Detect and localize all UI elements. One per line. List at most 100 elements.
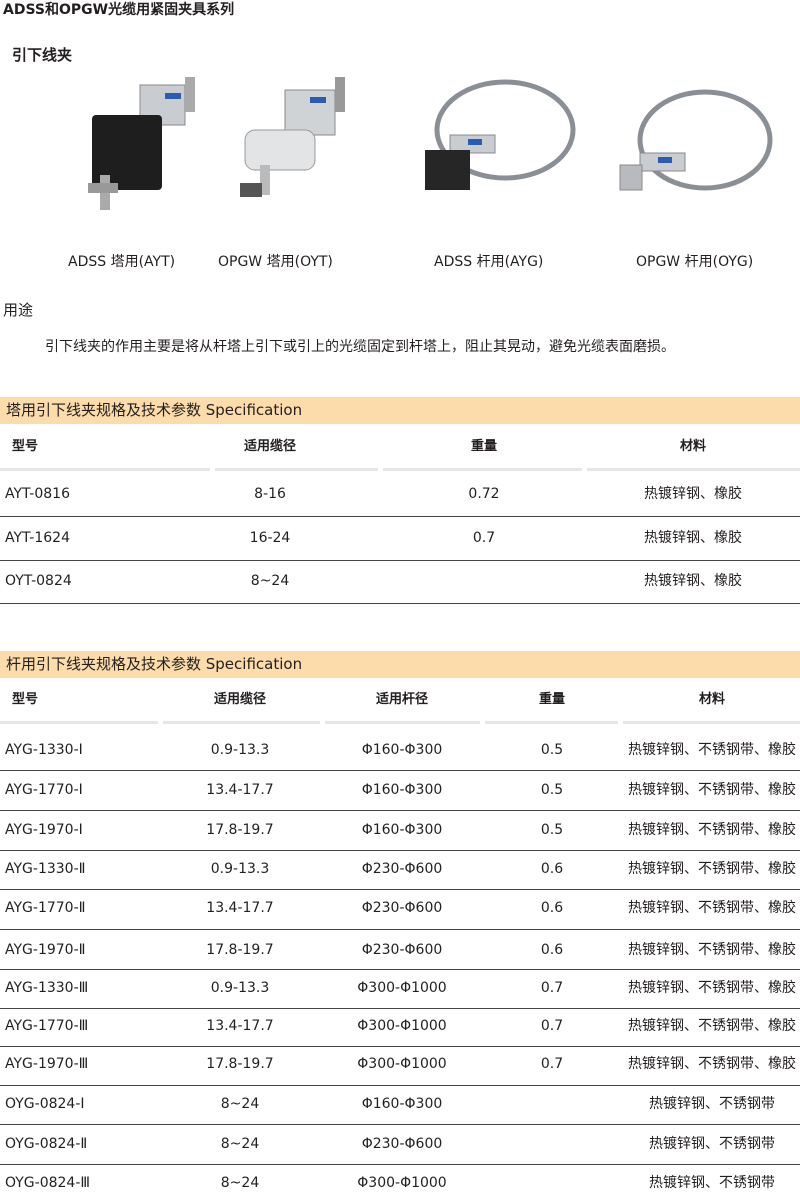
table-cell: AYG-1970-Ⅱ [5, 942, 86, 958]
table-cell: Φ160-Φ300 [361, 782, 443, 798]
table-cell: OYG-0824-Ⅱ [5, 1136, 88, 1152]
table-cell: 0.6 [540, 942, 564, 958]
table-cell: 热镀锌钢、不锈钢带、橡胶 [628, 782, 796, 798]
table-cell: 8-16 [254, 486, 286, 502]
table-cell: 热镀锌钢、不锈钢带、橡胶 [628, 742, 796, 758]
product-image [425, 79, 576, 190]
column-header: 型号 [12, 439, 39, 454]
table-cell: 热镀锌钢、不锈钢带 [649, 1096, 775, 1112]
product-label: ADSS 杆用(AYG) [434, 254, 544, 270]
table-cell: 热镀锌钢、不锈钢带、橡胶 [628, 861, 796, 877]
table-cell: Φ160-Φ300 [361, 1096, 443, 1112]
table-cell: 8~24 [220, 1175, 260, 1191]
table-cell: 13.4-17.7 [206, 1018, 274, 1034]
product-image [619, 89, 773, 191]
row-rule [0, 560, 800, 561]
table-cell: 0.7 [540, 980, 564, 996]
column-header: 适用缆径 [213, 692, 267, 707]
table-cell: 0.9-13.3 [210, 742, 270, 758]
table-cell: 8~24 [220, 1096, 260, 1112]
usage-text: 引下线夹的作用主要是将从杆塔上引下或引上的光缆固定到杆塔上，阻止其晃动，避免光缆… [45, 339, 675, 355]
header-rule [0, 721, 158, 724]
table-band [0, 397, 800, 424]
table-cell: Φ230-Φ600 [361, 942, 443, 958]
row-rule [0, 850, 800, 851]
header-rule [0, 468, 210, 471]
table-cell: 0.7 [540, 1056, 564, 1072]
header-rule [623, 721, 800, 724]
column-header: 适用缆径 [243, 439, 297, 454]
table-cell: 17.8-19.7 [206, 1056, 274, 1072]
row-rule [0, 603, 800, 604]
table-cell: Φ230-Φ600 [361, 861, 443, 877]
table-cell: Φ300-Φ1000 [357, 1056, 447, 1072]
column-header: 型号 [12, 692, 39, 707]
table-title: 杆用引下线夹规格及技术参数 Specification [6, 655, 303, 673]
table-cell: OYG-0824-Ⅰ [5, 1096, 85, 1112]
table-cell: 0.6 [540, 861, 564, 877]
row-rule [0, 969, 800, 970]
row-rule [0, 770, 800, 771]
page-title: ADSS和OPGW光缆用紧固夹具系列 [3, 2, 235, 18]
table-cell: 热镀锌钢、不锈钢带、橡胶 [628, 822, 796, 838]
table-cell: 0.5 [540, 782, 564, 798]
table-cell: 0.9-13.3 [210, 980, 270, 996]
table-cell: AYG-1330-Ⅲ [5, 980, 89, 996]
table-cell: AYG-1770-Ⅱ [5, 900, 86, 916]
table-cell: 热镀锌钢、不锈钢带、橡胶 [628, 980, 796, 996]
table-cell: AYG-1970-Ⅲ [5, 1056, 89, 1072]
table-cell: 13.4-17.7 [206, 782, 274, 798]
table-cell: 0.6 [540, 900, 564, 916]
table-cell: Φ300-Φ1000 [357, 1175, 447, 1191]
table-cell: AYG-1330-Ⅰ [5, 742, 83, 758]
table-cell: 17.8-19.7 [206, 942, 274, 958]
table-cell: 热镀锌钢、不锈钢带 [649, 1136, 775, 1152]
table-cell: 热镀锌钢、不锈钢带、橡胶 [628, 942, 796, 958]
table-cell: AYT-1624 [5, 530, 70, 546]
table-cell: OYT-0824 [5, 573, 72, 589]
table-cell: Φ300-Φ1000 [357, 980, 447, 996]
product-label: OPGW 杆用(OYG) [636, 254, 754, 270]
header-rule [163, 721, 320, 724]
column-header: 材料 [679, 439, 707, 454]
product-label: OPGW 塔用(OYT) [218, 254, 333, 270]
row-rule [0, 929, 800, 930]
table-cell: 热镀锌钢、不锈钢带 [649, 1175, 775, 1191]
usage-heading: 用途 [3, 301, 34, 319]
table-cell: 热镀锌钢、不锈钢带、橡胶 [628, 900, 796, 916]
table-cell: Φ230-Φ600 [361, 900, 443, 916]
table-cell: OYG-0824-Ⅲ [5, 1175, 91, 1191]
row-rule [0, 1008, 800, 1009]
table-cell: AYG-1330-Ⅱ [5, 861, 86, 877]
column-header: 重量 [470, 439, 498, 454]
row-rule [0, 1124, 800, 1125]
table-cell: 8~24 [220, 1136, 260, 1152]
column-header: 重量 [538, 692, 566, 707]
table-cell: Φ300-Φ1000 [357, 1018, 447, 1034]
header-rule [587, 468, 800, 471]
table-cell: 8~24 [250, 573, 290, 589]
table-cell: 0.72 [468, 486, 500, 502]
header-rule [215, 468, 378, 471]
table-title: 塔用引下线夹规格及技术参数 Specification [6, 401, 303, 419]
table-cell: 13.4-17.7 [206, 900, 274, 916]
table-cell: 0.7 [540, 1018, 564, 1034]
header-rule [485, 721, 618, 724]
table-cell: 热镀锌钢、不锈钢带、橡胶 [628, 1056, 796, 1072]
row-rule [0, 1085, 800, 1086]
header-rule [325, 721, 480, 724]
column-header: 适用杆径 [375, 692, 429, 707]
table-cell: 0.7 [472, 530, 496, 546]
table-cell: 热镀锌钢、橡胶 [644, 573, 742, 589]
product-image [88, 77, 195, 210]
table-cell: 0.5 [540, 822, 564, 838]
table-cell: 17.8-19.7 [206, 822, 274, 838]
table-cell: Φ160-Φ300 [361, 822, 443, 838]
row-rule [0, 810, 800, 811]
table-cell: 热镀锌钢、橡胶 [644, 530, 742, 546]
table-cell: Φ160-Φ300 [361, 742, 443, 758]
product-image [240, 77, 345, 197]
header-rule [383, 468, 582, 471]
row-rule [0, 1046, 800, 1047]
